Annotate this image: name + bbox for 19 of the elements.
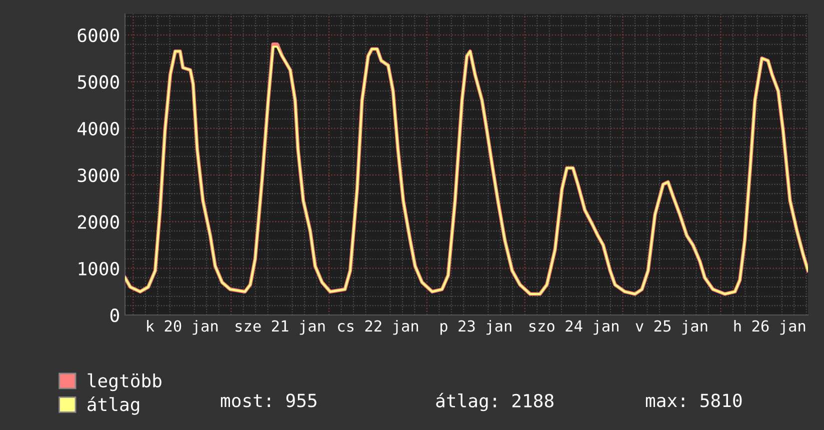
y-tick-label: 4000 bbox=[78, 122, 119, 136]
text: most: 955 bbox=[220, 394, 316, 408]
text: átlag: 2188 bbox=[436, 392, 554, 412]
y-tick-label: 6000 bbox=[78, 28, 119, 42]
x-tick-label: sze 21 jan bbox=[236, 320, 325, 335]
y-tick-label: 1000 bbox=[78, 262, 119, 276]
x-tick-label: v 25 jan bbox=[636, 320, 708, 335]
x-tick-label: szo 24 jan bbox=[529, 320, 618, 335]
x-tick-label: p 23 jan bbox=[440, 320, 512, 335]
y-tick-label: 3000 bbox=[78, 168, 119, 182]
y-tick-label: 0 bbox=[110, 308, 119, 322]
y-tick-label: 2000 bbox=[78, 215, 119, 229]
legend-label: legtöbb bbox=[88, 373, 162, 392]
y-tick-label: 5000 bbox=[78, 75, 119, 89]
x-tick-label: cs 22 jan bbox=[338, 320, 418, 335]
text: max: 5810 bbox=[646, 394, 742, 408]
x-tick-label: h 26 jan bbox=[734, 320, 806, 335]
x-tick-label: k 20 jan bbox=[147, 320, 218, 335]
legend-label: átlag bbox=[88, 396, 140, 415]
